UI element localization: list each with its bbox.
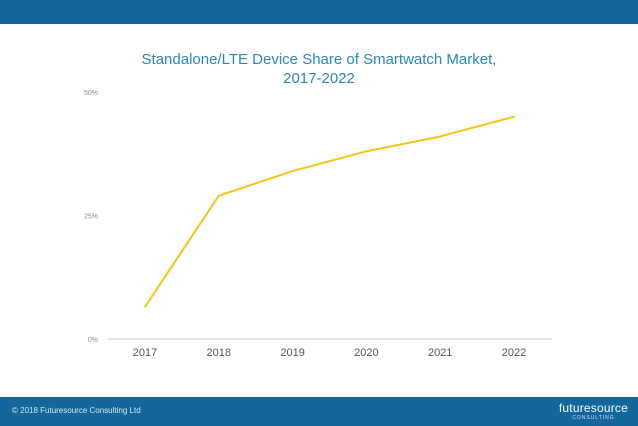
series-group [144,115,515,308]
x-tick-label: 2018 [207,347,231,359]
logo-subtext: CONSULTING [572,415,615,421]
chart-title: Standalone/LTE Device Share of Smartwatc… [0,50,638,88]
data-point [439,135,442,138]
copyright-text: © 2018 Futuresource Consulting Ltd [12,406,141,415]
x-tick-label: 2019 [280,347,304,359]
futuresource-logo: futuresource CONSULTING [558,401,628,422]
header-bar [0,0,638,24]
data-point [365,150,368,153]
logo-text: futuresource [558,401,628,415]
x-tick-label: 2020 [354,347,378,359]
x-axis-ticks: 2017 2018 2019 2020 2021 2022 [133,347,526,359]
data-point [291,170,294,172]
data-point [218,194,220,197]
y-tick-label: 50% [84,90,98,97]
series-line [144,115,515,308]
chart-title-line-1: Standalone/LTE Device Share of Smartwatc… [141,51,497,68]
x-tick-label: 2017 [133,347,157,359]
y-tick-label: 0% [88,337,98,344]
data-point [144,306,146,308]
x-tick-label: 2021 [428,347,452,359]
chart-title-line-2: 2017-2022 [283,70,355,87]
y-tick-label: 25% [84,214,98,221]
y-axis-ticks: 50% 25% 0% [84,90,98,344]
x-tick-label: 2022 [502,347,526,359]
data-point [513,115,515,118]
footer-bar: © 2018 Futuresource Consulting Ltd futur… [0,397,638,426]
